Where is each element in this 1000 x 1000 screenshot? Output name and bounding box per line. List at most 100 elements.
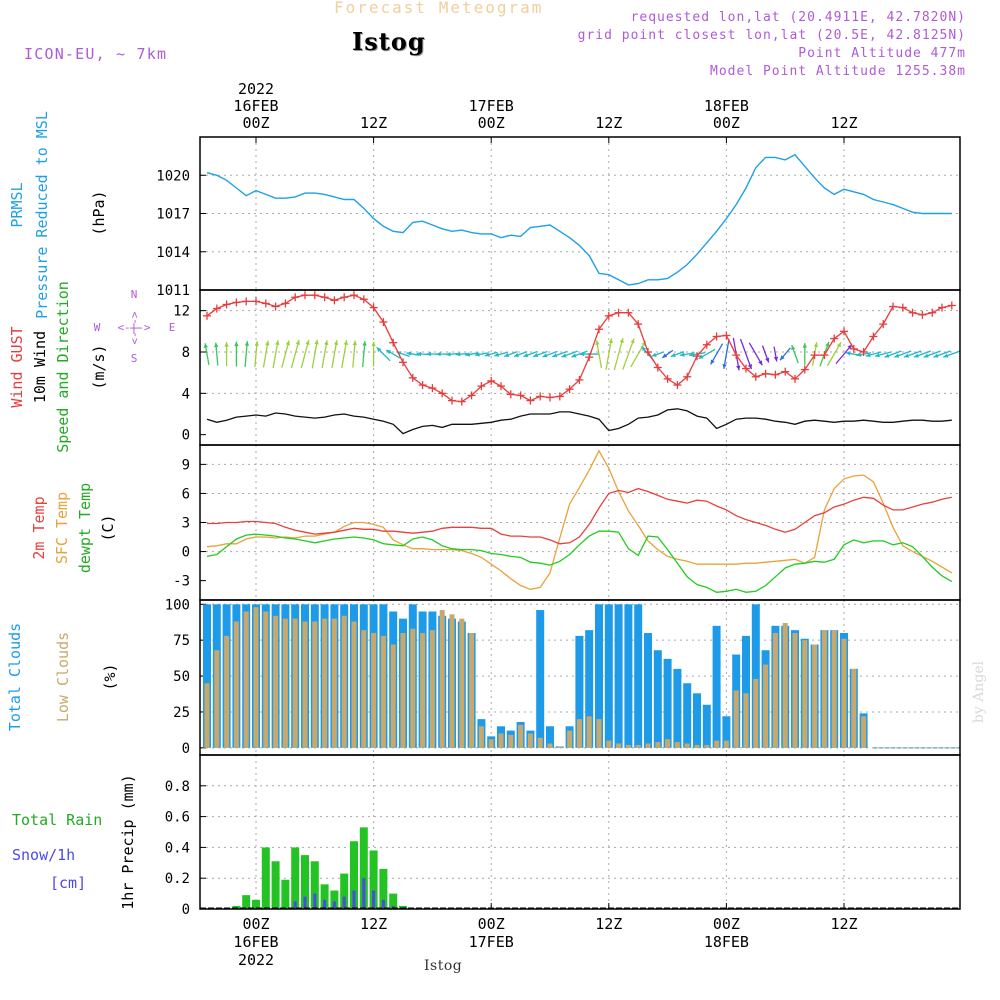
low-cloud-bar bbox=[400, 633, 406, 748]
rain-bar bbox=[252, 899, 260, 909]
wind-arrow-head bbox=[514, 352, 519, 357]
total-cloud-bar bbox=[536, 610, 545, 748]
point-altitude: Point Altitude 477m bbox=[798, 46, 966, 61]
model-point-altitude: Model Point Altitude 1255.38m bbox=[710, 64, 966, 79]
sfc-temp-line bbox=[206, 449, 953, 590]
gust-marker bbox=[663, 374, 672, 383]
low-cloud-bar bbox=[273, 615, 279, 748]
low-cloud-bar bbox=[802, 640, 808, 748]
wind-arrow-head bbox=[203, 343, 208, 348]
model-name: ICON-EU, ~ 7km bbox=[24, 45, 168, 63]
wind-arrow bbox=[811, 342, 818, 366]
wind-arrow-head bbox=[475, 352, 480, 357]
total-cloud-bar bbox=[634, 604, 643, 748]
wind-arrow-head bbox=[362, 341, 367, 346]
precip-label-rain: Total Rain bbox=[12, 811, 102, 829]
gust-marker bbox=[634, 320, 643, 329]
wind-arrow bbox=[503, 351, 518, 358]
low-cloud-bar bbox=[292, 618, 298, 748]
low-cloud-bar bbox=[674, 742, 680, 748]
low-cloud-bar bbox=[282, 618, 288, 748]
wind-arrow bbox=[542, 350, 558, 358]
wind-arrow bbox=[732, 337, 741, 371]
wind-arrow bbox=[465, 352, 479, 357]
low-cloud-bar bbox=[371, 633, 377, 748]
bottom-time-label: 12Z bbox=[360, 915, 387, 933]
wind-arrow-head bbox=[324, 340, 329, 346]
y-tick-label: 1017 bbox=[156, 207, 190, 223]
wind-arrow bbox=[203, 343, 210, 366]
wind-arrow-head bbox=[244, 341, 250, 346]
low-cloud-bar bbox=[537, 737, 543, 748]
top-time-label: 18FEB bbox=[704, 97, 749, 115]
gust-marker bbox=[889, 302, 897, 311]
wind-arrow bbox=[561, 350, 578, 358]
wind-arrow-head bbox=[662, 353, 668, 358]
gust-marker bbox=[369, 303, 378, 312]
wind-arrow bbox=[385, 349, 401, 359]
wind-arrow-head bbox=[856, 352, 861, 357]
gust-marker bbox=[938, 303, 946, 312]
low-cloud-bar bbox=[821, 630, 827, 748]
gust-marker bbox=[271, 302, 280, 311]
wind-arrow-head bbox=[343, 340, 348, 346]
wind-arrow bbox=[311, 339, 319, 369]
snow-bar bbox=[391, 905, 395, 909]
wind-arrow bbox=[571, 350, 588, 358]
rain-bar bbox=[271, 861, 280, 909]
low-cloud-bar bbox=[302, 621, 308, 748]
low-cloud-bar bbox=[861, 716, 867, 748]
rain-bar bbox=[320, 884, 329, 909]
low-cloud-bar bbox=[792, 633, 798, 748]
total-cloud-bar bbox=[604, 604, 613, 748]
total-cloud-bar bbox=[693, 693, 701, 748]
wind-arrow-head bbox=[791, 345, 796, 351]
y-tick-label: 1020 bbox=[156, 168, 190, 184]
gust-marker bbox=[203, 311, 211, 320]
y-tick-label: 12 bbox=[173, 304, 190, 320]
wind-arrow-head bbox=[214, 342, 219, 348]
compass-horizontal-arrows: <-|-> bbox=[117, 321, 150, 334]
wind-arrow-head bbox=[875, 353, 880, 358]
wind-arrow-head bbox=[305, 340, 310, 345]
temp-label-2m: 2m Temp bbox=[30, 496, 48, 559]
gust-marker bbox=[830, 334, 839, 343]
wind-arrow-head bbox=[455, 352, 461, 357]
gust-marker bbox=[546, 393, 554, 402]
wind-arrow-head bbox=[552, 353, 558, 358]
wind-arrow-head bbox=[542, 353, 548, 358]
top-time-label: 16FEB bbox=[233, 97, 278, 115]
wind-arrow-head bbox=[465, 352, 470, 357]
compass-south: S bbox=[131, 352, 138, 365]
bottom-time-label: 00Z bbox=[713, 915, 740, 933]
wind-arrow-head bbox=[630, 338, 635, 344]
wind-arrow bbox=[532, 350, 548, 358]
gust-marker bbox=[791, 374, 799, 383]
rain-bar bbox=[301, 855, 309, 909]
low-cloud-bar bbox=[733, 690, 739, 748]
wind-arrow-shaft bbox=[331, 340, 338, 368]
wind-arrow bbox=[913, 350, 932, 358]
low-cloud-bar bbox=[410, 628, 416, 748]
wind-arrow-head bbox=[406, 351, 412, 356]
low-cloud-bar bbox=[596, 719, 602, 748]
wind-arrow bbox=[281, 340, 290, 368]
gust-marker bbox=[751, 372, 760, 381]
wind-arrow bbox=[244, 341, 250, 368]
wind-arrow-head bbox=[670, 352, 676, 357]
wind-arrow-head bbox=[679, 352, 685, 357]
wind-arrow bbox=[791, 344, 799, 364]
low-cloud-bar bbox=[214, 650, 220, 748]
gust-marker bbox=[761, 369, 770, 378]
gust-marker bbox=[242, 297, 251, 306]
total-cloud-bar bbox=[722, 716, 731, 748]
y-tick-label: 75 bbox=[173, 633, 190, 649]
low-cloud-bar bbox=[851, 668, 857, 748]
temp-label-unit: (C) bbox=[99, 514, 117, 541]
wind-arrow-head bbox=[747, 364, 752, 370]
gust-marker bbox=[340, 293, 349, 302]
gust-marker bbox=[742, 364, 750, 373]
wind-arrow-head bbox=[265, 340, 270, 346]
gust-marker bbox=[516, 391, 525, 400]
requested-coords: requested lon,lat (20.4911E, 42.7820N) bbox=[630, 10, 966, 25]
